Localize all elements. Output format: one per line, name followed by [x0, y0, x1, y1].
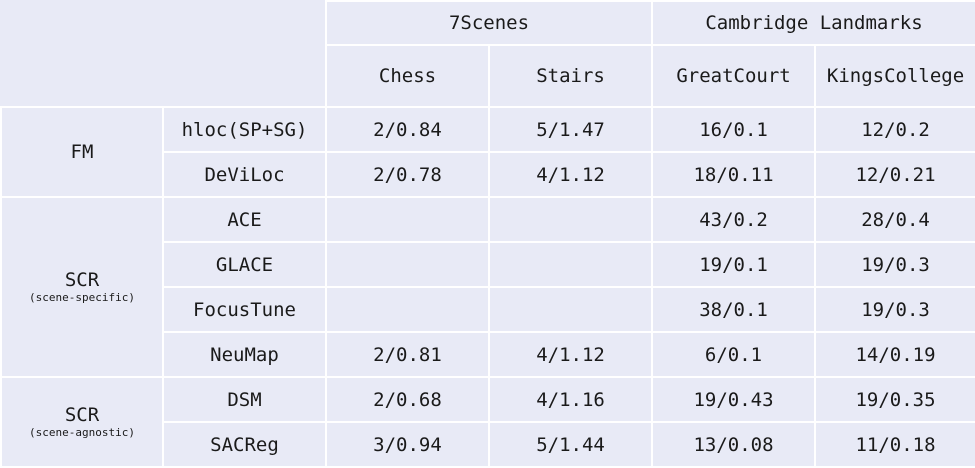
table-row: FM hloc(SP+SG) 2/0.84 5/1.47 16/0.1 12/0… — [0, 106, 975, 198]
method-cell: DeViLoc — [162, 151, 327, 198]
value-cell — [325, 196, 490, 243]
value-cell: 6/0.1 — [651, 331, 817, 378]
value-cell: 14/0.19 — [814, 331, 975, 378]
value-cell: 19/0.1 — [651, 241, 817, 288]
value-cell: 19/0.3 — [814, 241, 975, 288]
value-cell: 2/0.84 — [325, 106, 490, 153]
value-cell: 2/0.78 — [325, 151, 490, 198]
value-cell: 2/0.68 — [325, 376, 490, 423]
method-cell: FocusTune — [162, 286, 327, 333]
value-cell — [487, 241, 654, 288]
value-cell: 38/0.1 — [651, 286, 817, 333]
header-column-row: Chess Stairs GreatCourt KingsCollege — [1, 44, 975, 108]
value-cell: 4/1.16 — [487, 376, 654, 423]
table-row: NeuMap 2/0.81 4/1.12 6/0.1 14/0.19 — [1, 331, 975, 378]
header-col-greatcourt: GreatCourt — [651, 44, 817, 108]
value-cell — [487, 196, 654, 243]
value-cell: 2/0.81 — [325, 331, 490, 378]
value-cell: 5/1.47 — [487, 106, 654, 153]
header-corner — [1, 1, 327, 108]
section-label-fm: FM — [0, 106, 164, 198]
value-cell: 4/1.12 — [487, 331, 654, 378]
method-cell: SACReg — [162, 421, 327, 468]
method-cell: ACE — [162, 196, 327, 243]
value-cell — [325, 241, 490, 288]
value-cell: 5/1.44 — [487, 421, 654, 468]
table-row: SCR (scene-specific) ACE 43/0.2 28/0.4 — [0, 196, 975, 378]
value-cell: 28/0.4 — [814, 196, 975, 243]
header-col-chess: Chess — [325, 44, 490, 108]
section-subtitle: (scene-specific) — [29, 291, 135, 304]
value-cell: 11/0.18 — [814, 421, 975, 468]
header-group-cambridge: Cambridge Landmarks — [651, 0, 975, 46]
header-col-stairs: Stairs — [487, 44, 654, 108]
header-group-row: 7Scenes Cambridge Landmarks — [1, 0, 975, 108]
table-row: FocusTune 38/0.1 19/0.3 — [1, 286, 975, 333]
value-cell — [325, 286, 490, 333]
table-row: DeViLoc 2/0.78 4/1.12 18/0.11 12/0.21 — [1, 151, 975, 198]
value-cell: 3/0.94 — [325, 421, 490, 468]
header-col-kingscollege: KingsCollege — [814, 44, 975, 108]
section-label-scr-specific: SCR (scene-specific) — [0, 196, 164, 378]
table-row: SCR (scene-agnostic) DSM 2/0.68 4/1.16 1… — [0, 376, 975, 468]
value-cell: 19/0.3 — [814, 286, 975, 333]
method-cell: DSM — [162, 376, 327, 423]
section-subtitle: (scene-agnostic) — [29, 426, 135, 439]
section-title: SCR — [64, 269, 100, 291]
value-cell: 19/0.43 — [651, 376, 817, 423]
value-cell: 13/0.08 — [651, 421, 817, 468]
value-cell: 16/0.1 — [651, 106, 817, 153]
table-row: GLACE 19/0.1 19/0.3 — [1, 241, 975, 288]
value-cell — [487, 286, 654, 333]
value-cell: 12/0.21 — [814, 151, 975, 198]
value-cell: 19/0.35 — [814, 376, 975, 423]
value-cell: 12/0.2 — [814, 106, 975, 153]
value-cell: 4/1.12 — [487, 151, 654, 198]
header-group-7scenes: 7Scenes — [324, 0, 654, 46]
section-title: FM — [70, 141, 94, 163]
method-cell: hloc(SP+SG) — [162, 106, 327, 153]
value-cell: 43/0.2 — [651, 196, 817, 243]
section-title: SCR — [64, 404, 100, 426]
method-cell: NeuMap — [162, 331, 327, 378]
method-cell: GLACE — [162, 241, 327, 288]
section-label-scr-agnostic: SCR (scene-agnostic) — [0, 376, 164, 468]
value-cell: 18/0.11 — [651, 151, 817, 198]
